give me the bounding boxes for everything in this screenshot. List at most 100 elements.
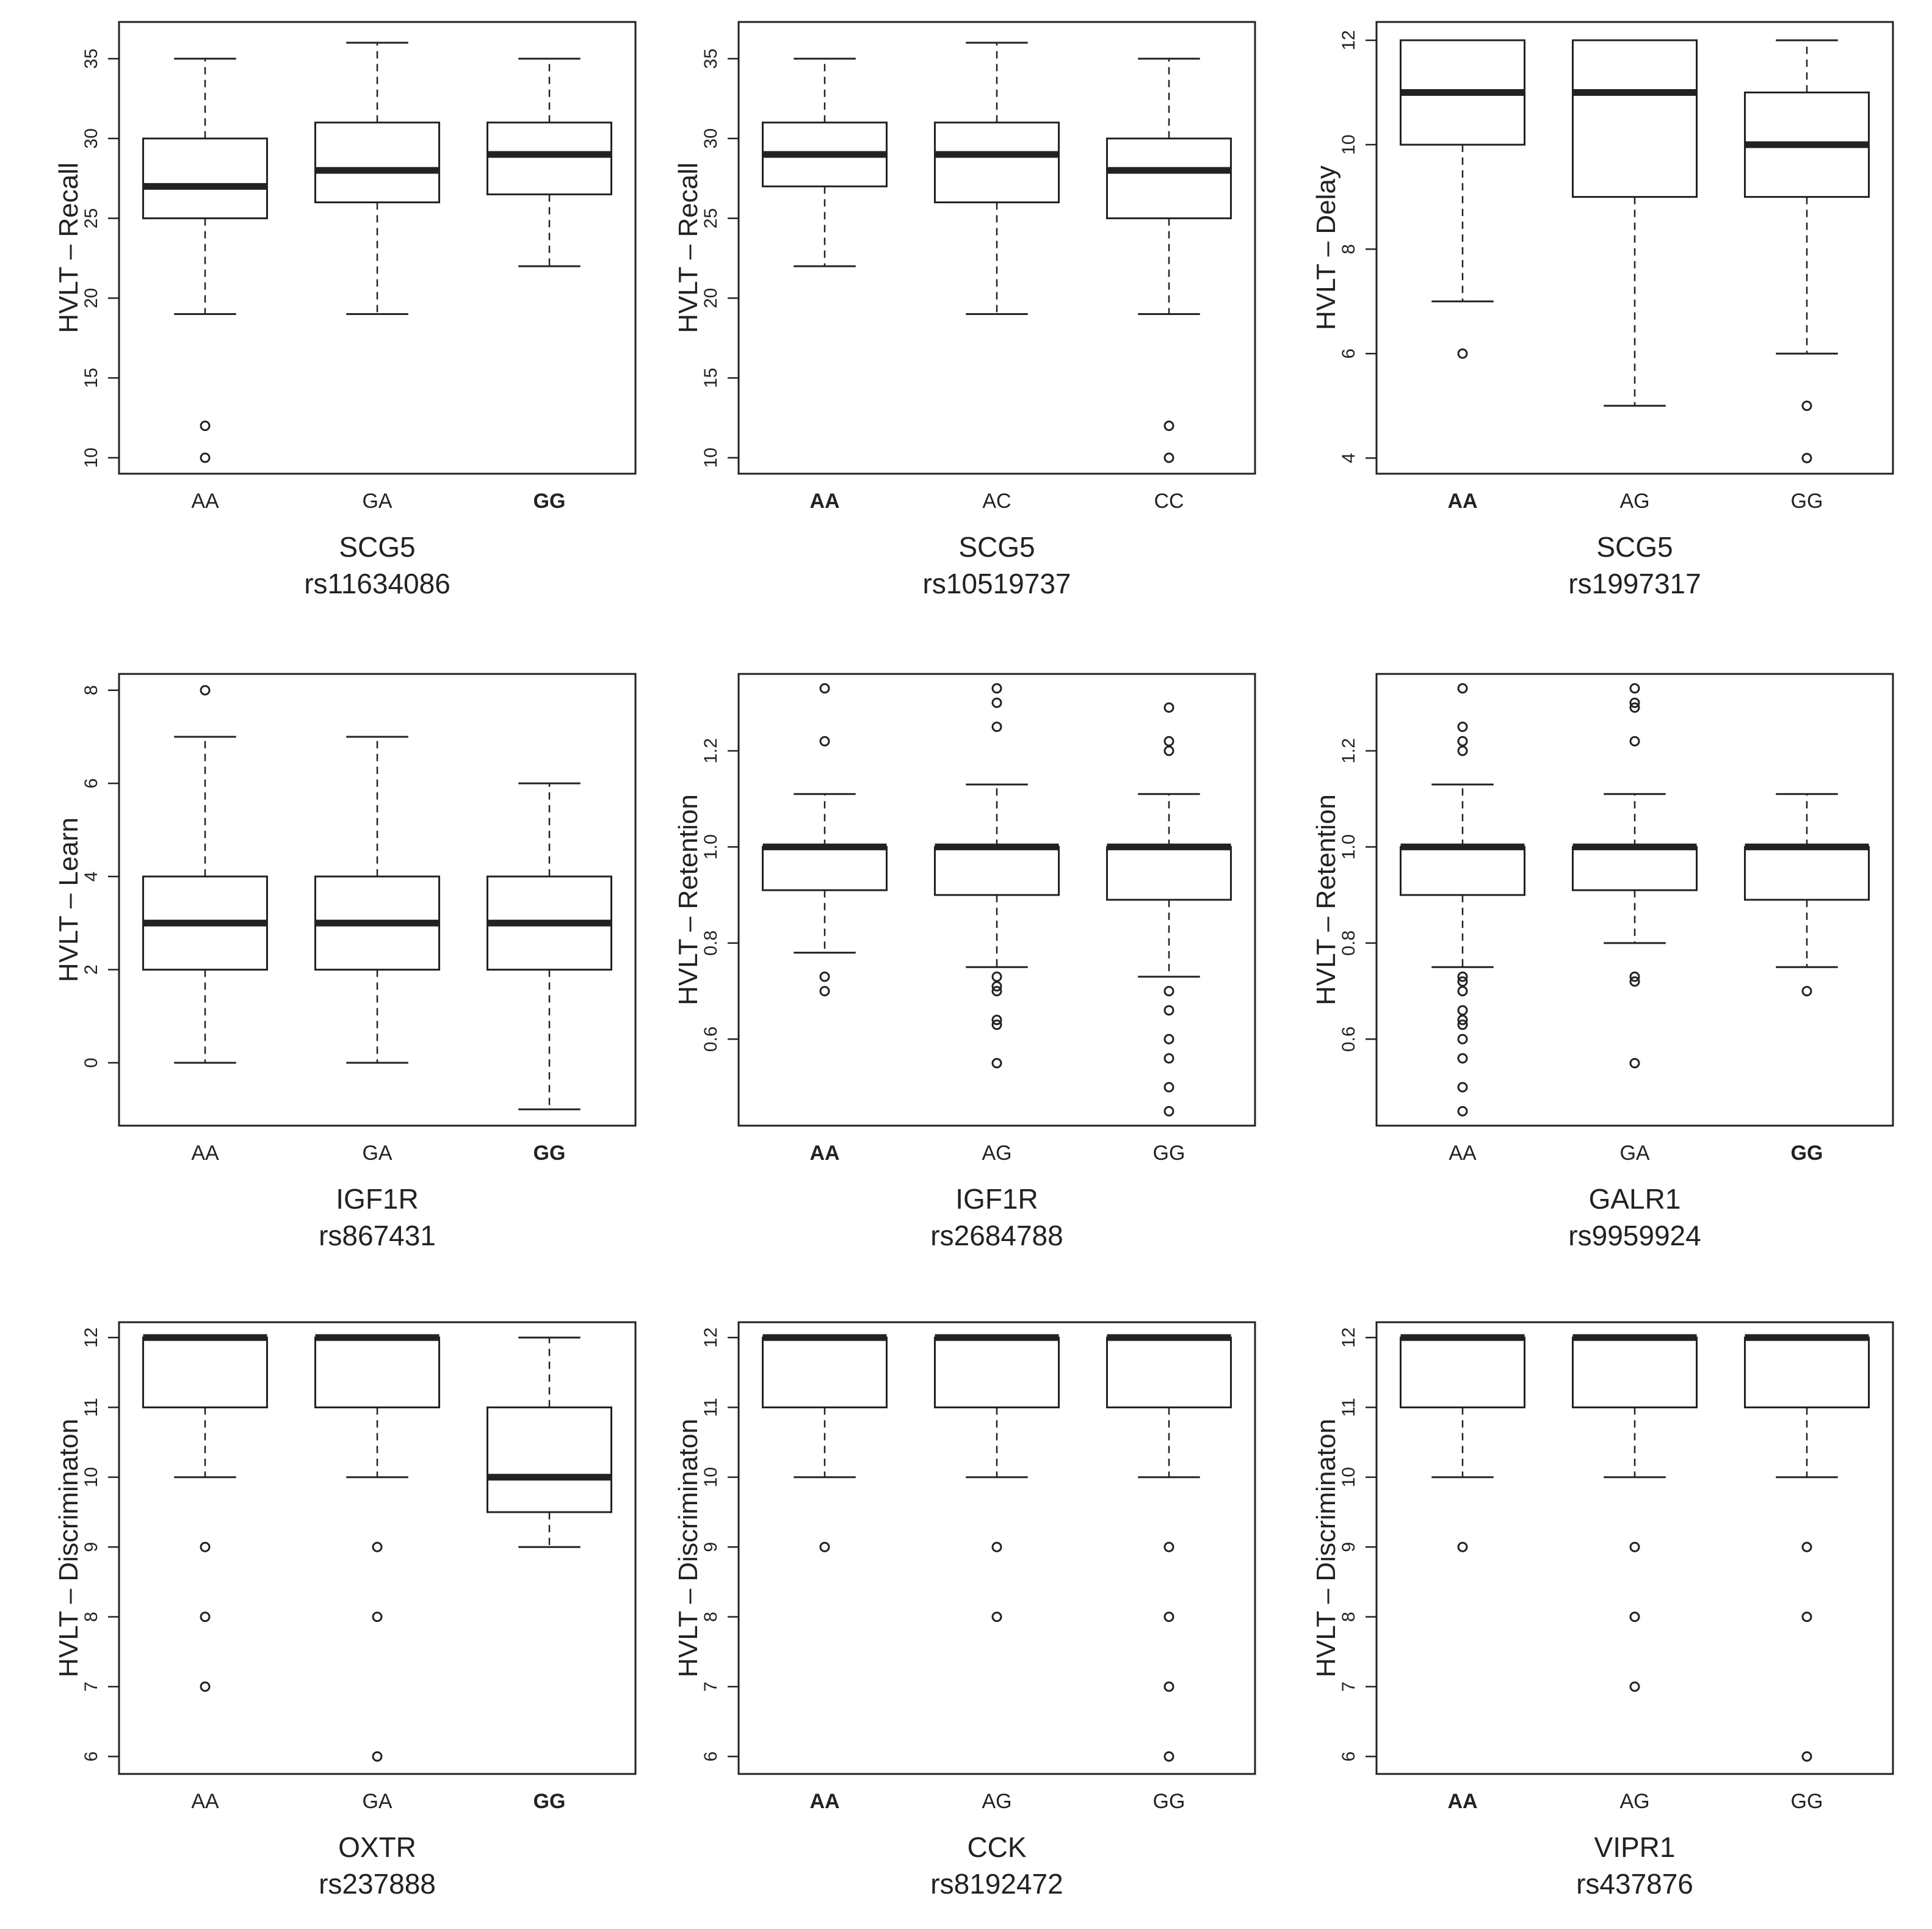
box-group [142,1334,269,1692]
outlier-point [991,683,1002,694]
outlier-point [1457,1015,1468,1026]
y-tick-label: 0.8 [1339,930,1359,956]
y-tick-label: 30 [81,128,101,148]
outlier-point [819,971,830,982]
x-tick-label: GG [1791,1790,1823,1813]
iqr-box [761,845,888,891]
plot-frame [737,21,1256,475]
outlier-point [991,971,1002,982]
iqr-box [1743,845,1870,901]
x-tick-label: GA [362,490,392,513]
iqr-box [142,137,269,220]
x-tick-label: GA [362,1790,392,1813]
outlier-point [1163,1033,1174,1044]
y-tick-label: 1.2 [701,738,721,764]
gene-label: CCK [967,1831,1026,1863]
y-axis-title: HVLT – Discriminaton [1311,1419,1341,1677]
outlier-point [1629,683,1640,694]
iqr-box [1105,1336,1232,1409]
box-group [486,782,613,1110]
x-tick-label: GG [534,1142,566,1165]
outlier-point [1801,452,1812,463]
outlier-point [200,421,211,432]
box-group [1105,57,1232,463]
box-group [1743,39,1870,463]
outlier-point [200,1541,211,1552]
boxplot-panel: 6 7 8 9 10 11 12 HVLT – Discriminaton AA AG GG CCK r… [673,1321,1256,1900]
boxplot-panel: 0.6 0.8 1.0 1.2 HVLT – Retention AA AG GG IGF1R r… [673,673,1256,1251]
gene-label: OXTR [338,1831,416,1863]
snp-label: rs867431 [319,1220,436,1251]
y-tick-label: 4 [81,872,101,882]
y-axis-title: HVLT – Recall [54,162,84,333]
y-tick-label: 6 [1339,349,1359,359]
y-tick-label: 9 [81,1542,101,1552]
gene-label: VIPR1 [1594,1831,1676,1863]
outlier-point [1629,976,1640,987]
outlier-point [819,1541,830,1552]
y-tick-label: 7 [81,1682,101,1692]
box-group [486,57,613,267]
outlier-point [1629,1058,1640,1069]
snp-label: rs10519737 [923,568,1071,599]
y-tick-label: 15 [81,367,101,388]
box-group [933,683,1060,1069]
y-tick-label: 20 [701,288,721,308]
outlier-point [1457,1106,1468,1117]
outlier-point [1163,1751,1174,1762]
outlier-point [1163,702,1174,713]
gene-label: SCG5 [339,531,415,563]
box-group [1399,1334,1526,1552]
x-tick-label: GG [1791,490,1823,513]
outlier-point [991,981,1002,992]
y-tick-label: 12 [1339,1327,1359,1347]
box-group [1399,683,1526,1117]
y-tick-label: 20 [81,288,101,308]
y-axis-title: HVLT – Retention [673,794,703,1005]
outlier-point [819,736,830,747]
y-axis-title: HVLT – Retention [1311,794,1341,1005]
snp-label: rs437876 [1576,1868,1693,1900]
y-axis-title: HVLT – Learn [54,817,84,982]
outlier-point [1163,1612,1174,1623]
y-tick-label: 10 [81,447,101,468]
x-tick-label: GA [1619,1142,1649,1165]
y-tick-label: 8 [1339,1612,1359,1622]
iqr-box [1571,845,1698,891]
y-tick-label: 7 [701,1682,721,1692]
outlier-point [991,1541,1002,1552]
outlier-point [1457,745,1468,756]
x-tick-label: AA [191,1790,219,1813]
outlier-point [991,722,1002,733]
outlier-point [991,986,1002,997]
y-tick-label: 7 [1339,1682,1359,1692]
y-tick-label: 12 [81,1327,101,1347]
x-tick-label: AA [809,1790,839,1813]
y-tick-label: 1.2 [1339,738,1359,764]
x-tick-label: AG [982,1790,1011,1813]
outlier-point [1163,1082,1174,1093]
iqr-box [933,1336,1060,1409]
y-tick-label: 2 [81,964,101,975]
box-group [1571,39,1698,407]
y-tick-label: 10 [701,1467,721,1487]
outlier-point [1163,1681,1174,1692]
y-tick-label: 8 [1339,244,1359,255]
box-group [933,1334,1060,1623]
outlier-point [1457,986,1468,997]
x-tick-label: AG [1619,490,1649,513]
outlier-point [1629,971,1640,982]
outlier-point [1801,400,1812,411]
outlier-point [1629,697,1640,708]
boxplot-panel: 0 2 4 6 8 HVLT – Learn AA GA GG IGF1R rs867431 [54,673,637,1251]
y-tick-label: 1.0 [1339,834,1359,860]
outlier-point [1163,1541,1174,1552]
outlier-point [200,1612,211,1623]
outlier-point [1457,976,1468,987]
outlier-point [1629,1681,1640,1692]
iqr-box [314,121,441,203]
y-tick-label: 0 [81,1058,101,1068]
box-group [1571,683,1698,1069]
y-tick-label: 6 [1339,1751,1359,1762]
